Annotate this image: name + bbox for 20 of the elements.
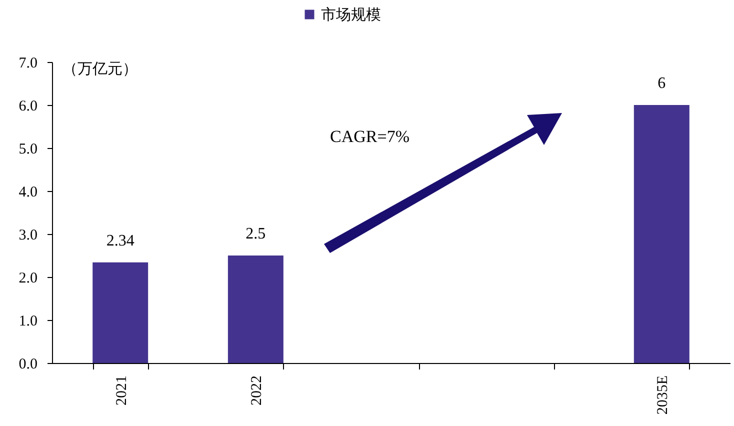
y-tick-label: 2.0 [18,270,38,286]
y-axis-title: （万亿元） [62,62,138,78]
y-tick-label: 7.0 [18,56,38,72]
annotation: CAGR=7% [330,127,410,146]
x-tick-label: 2035E [655,376,672,415]
data-label: 2.34 [106,232,134,250]
y-tick-label: 0.0 [18,356,38,372]
y-tick-label: 5.0 [18,142,38,158]
bar [92,262,148,363]
y-tick-label: 4.0 [18,184,38,200]
data-label: 6 [658,75,666,92]
legend-label: 市场规模 [321,6,381,24]
bar [634,105,690,363]
y-tick-label: 1.0 [18,314,38,330]
data-label: 2.5 [246,226,266,242]
x-tick-label: 2022 [249,376,266,406]
y-tick-label: 6.0 [18,98,38,114]
x-tick-label: 2021 [114,376,130,406]
y-tick-label: 3.0 [18,228,38,244]
bar [228,256,284,363]
